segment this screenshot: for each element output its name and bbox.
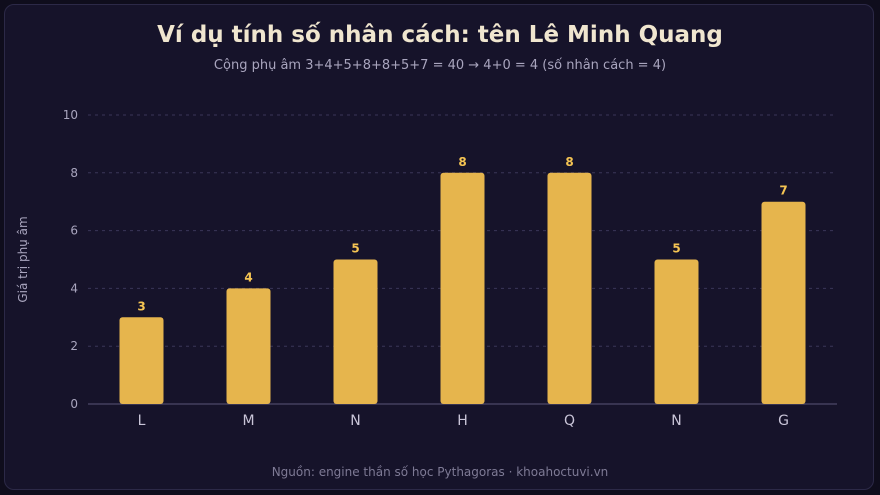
y-tick-labels: 0 2 4 6 8 10 — [63, 108, 78, 411]
source-note: Nguồn: engine thần số học Pythagoras · k… — [271, 465, 609, 479]
data-label: 8 — [458, 155, 466, 169]
data-label: 8 — [565, 155, 573, 169]
bar — [654, 259, 699, 404]
chart-subtitle: Cộng phụ âm 3+4+5+8+8+5+7 = 40 → 4+0 = 4… — [213, 58, 667, 73]
x-tick-label: N — [350, 413, 360, 429]
data-label: 3 — [137, 299, 145, 313]
bar — [547, 172, 592, 404]
x-tick-label: H — [457, 413, 468, 429]
y-tick-label: 10 — [63, 108, 78, 122]
gridlines — [88, 114, 837, 347]
data-label: 5 — [351, 242, 359, 256]
data-label: 4 — [244, 270, 252, 284]
chart-card — [4, 4, 874, 490]
data-labels: 3 4 5 8 8 5 7 — [137, 155, 787, 313]
y-tick-label: 8 — [70, 166, 78, 180]
y-tick-label: 0 — [70, 397, 78, 411]
bar — [226, 288, 271, 404]
data-label: 7 — [779, 184, 787, 198]
y-tick-label: 4 — [70, 281, 78, 295]
x-tick-label: L — [138, 413, 146, 429]
bar — [119, 317, 164, 404]
data-label: 5 — [672, 242, 680, 256]
bar — [761, 201, 806, 404]
y-tick-label: 6 — [70, 224, 78, 238]
bar — [333, 259, 378, 404]
x-tick-label: G — [778, 413, 789, 429]
y-tick-label: 2 — [70, 339, 78, 353]
bar — [440, 172, 485, 404]
bars — [119, 172, 806, 404]
y-axis-label: Giá trị phụ âm — [16, 216, 30, 302]
chart-title: Ví dụ tính số nhân cách: tên Lê Minh Qua… — [157, 22, 723, 48]
x-tick-label: M — [242, 413, 254, 429]
x-tick-label: N — [671, 413, 681, 429]
x-tick-label: Q — [564, 413, 575, 429]
